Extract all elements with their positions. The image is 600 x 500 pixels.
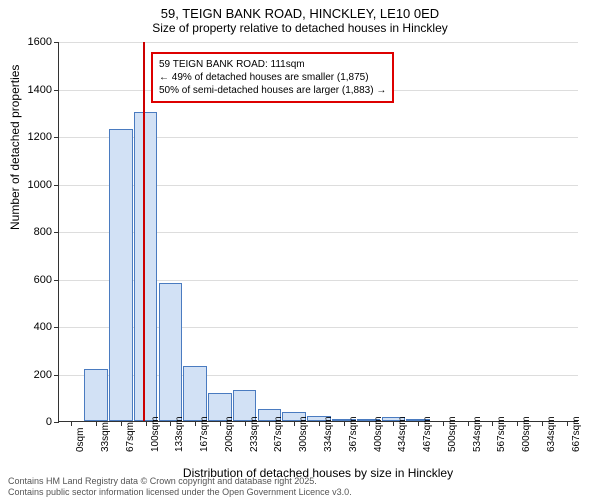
x-tick-mark [517, 421, 518, 426]
histogram-bar [183, 366, 207, 421]
y-tick-mark [54, 90, 59, 91]
x-tick-label: 0sqm [75, 428, 86, 452]
reference-marker-line [143, 42, 145, 421]
x-tick-mark [170, 421, 171, 426]
x-tick-label: 233sqm [249, 416, 260, 452]
y-tick-label: 600 [12, 274, 52, 286]
x-tick-mark [121, 421, 122, 426]
x-tick-label: 334sqm [323, 416, 334, 452]
x-tick-mark [269, 421, 270, 426]
histogram-bar [109, 129, 133, 421]
x-tick-label: 367sqm [348, 416, 359, 452]
x-tick-label: 267sqm [273, 416, 284, 452]
chart-title-line1: 59, TEIGN BANK ROAD, HINCKLEY, LE10 0ED [0, 0, 600, 21]
y-tick-mark [54, 42, 59, 43]
x-tick-mark [96, 421, 97, 426]
y-tick-mark [54, 137, 59, 138]
x-tick-mark [71, 421, 72, 426]
x-tick-mark [220, 421, 221, 426]
x-tick-mark [344, 421, 345, 426]
x-tick-mark [146, 421, 147, 426]
attribution-footer: Contains HM Land Registry data © Crown c… [8, 476, 352, 498]
y-tick-label: 1600 [12, 36, 52, 48]
x-tick-mark [245, 421, 246, 426]
x-tick-mark [294, 421, 295, 426]
histogram-bar [84, 369, 108, 421]
x-tick-label: 100sqm [150, 416, 161, 452]
x-tick-label: 667sqm [571, 416, 582, 452]
y-tick-label: 1000 [12, 179, 52, 191]
callout-line3: 50% of semi-detached houses are larger (… [159, 84, 386, 97]
y-tick-label: 800 [12, 226, 52, 238]
callout-line2: ← 49% of detached houses are smaller (1,… [159, 71, 386, 84]
x-tick-mark [418, 421, 419, 426]
x-tick-mark [195, 421, 196, 426]
x-tick-mark [492, 421, 493, 426]
gridline [59, 42, 578, 43]
histogram-bar [134, 112, 158, 421]
x-tick-label: 167sqm [199, 416, 210, 452]
x-tick-label: 567sqm [496, 416, 507, 452]
x-tick-label: 634sqm [546, 416, 557, 452]
chart-area: 0sqm33sqm67sqm100sqm133sqm167sqm200sqm23… [58, 42, 578, 422]
callout-line1: 59 TEIGN BANK ROAD: 111sqm [159, 58, 386, 71]
x-tick-mark [319, 421, 320, 426]
x-tick-label: 300sqm [298, 416, 309, 452]
y-tick-label: 400 [12, 321, 52, 333]
x-tick-label: 600sqm [521, 416, 532, 452]
x-tick-label: 67sqm [125, 422, 136, 452]
chart-title-line2: Size of property relative to detached ho… [0, 21, 600, 39]
y-tick-mark [54, 185, 59, 186]
y-tick-label: 0 [12, 416, 52, 428]
histogram-bar [159, 283, 183, 421]
y-tick-mark [54, 232, 59, 233]
y-tick-label: 1200 [12, 131, 52, 143]
x-tick-label: 400sqm [373, 416, 384, 452]
x-tick-label: 500sqm [447, 416, 458, 452]
footer-line2: Contains public sector information licen… [8, 487, 352, 498]
x-tick-label: 467sqm [422, 416, 433, 452]
x-tick-mark [443, 421, 444, 426]
plot-area: 0sqm33sqm67sqm100sqm133sqm167sqm200sqm23… [58, 42, 578, 422]
callout-box: 59 TEIGN BANK ROAD: 111sqm← 49% of detac… [151, 52, 394, 103]
y-tick-mark [54, 375, 59, 376]
y-tick-label: 1400 [12, 84, 52, 96]
x-tick-label: 33sqm [100, 422, 111, 452]
x-tick-mark [369, 421, 370, 426]
x-tick-mark [468, 421, 469, 426]
x-tick-mark [567, 421, 568, 426]
y-tick-mark [54, 327, 59, 328]
x-tick-label: 434sqm [397, 416, 408, 452]
x-tick-mark [542, 421, 543, 426]
x-tick-label: 200sqm [224, 416, 235, 452]
x-tick-mark [393, 421, 394, 426]
y-tick-label: 200 [12, 369, 52, 381]
y-tick-mark [54, 280, 59, 281]
x-tick-label: 133sqm [174, 416, 185, 452]
footer-line1: Contains HM Land Registry data © Crown c… [8, 476, 352, 487]
y-tick-mark [54, 422, 59, 423]
x-tick-label: 534sqm [472, 416, 483, 452]
